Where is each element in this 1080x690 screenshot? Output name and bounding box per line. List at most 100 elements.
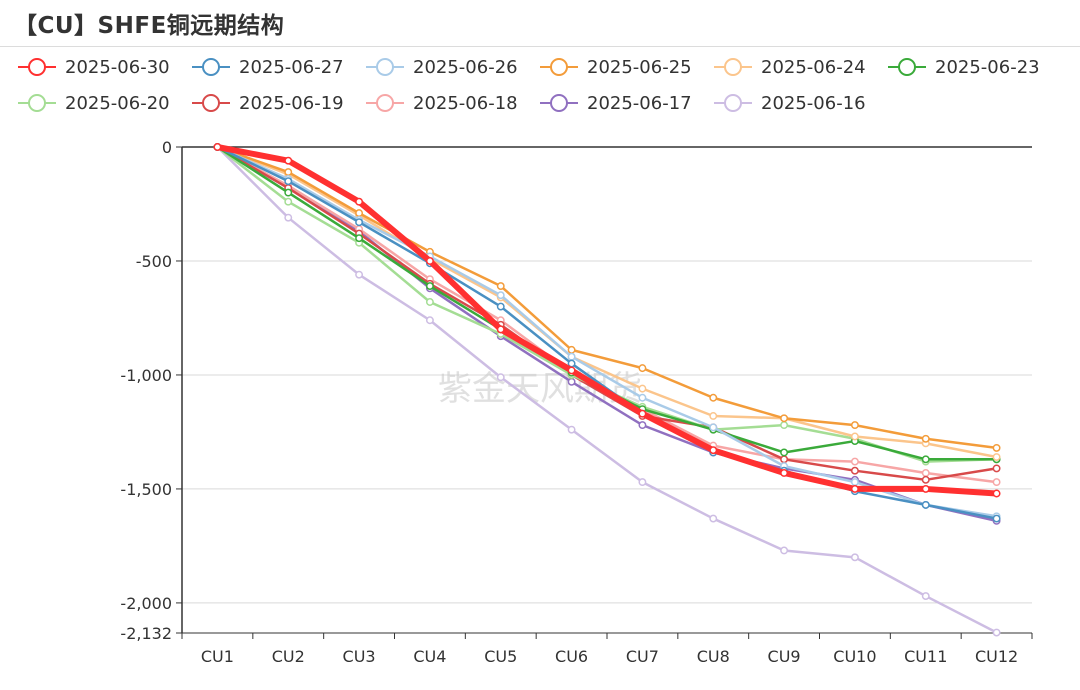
legend-marker <box>28 58 46 76</box>
data-point[interactable] <box>284 156 293 165</box>
x-tick-label: CU10 <box>833 647 876 666</box>
data-point[interactable] <box>213 143 222 151</box>
data-point[interactable] <box>921 500 930 509</box>
legend-item[interactable]: 2025-06-18 <box>366 93 518 114</box>
data-point[interactable] <box>709 514 718 523</box>
data-point[interactable] <box>850 457 859 466</box>
data-point[interactable] <box>425 316 434 325</box>
data-point[interactable] <box>567 352 576 361</box>
legend-item[interactable]: 2025-06-26 <box>366 57 518 78</box>
data-point[interactable] <box>921 484 930 493</box>
series-line <box>216 145 998 518</box>
legend-label: 2025-06-20 <box>65 93 170 114</box>
data-point[interactable] <box>709 446 718 455</box>
data-point[interactable] <box>284 197 293 206</box>
data-point[interactable] <box>992 464 1001 473</box>
data-point[interactable] <box>425 282 434 291</box>
data-point[interactable] <box>567 366 576 375</box>
legend-marker <box>724 94 742 112</box>
data-point[interactable] <box>921 434 930 443</box>
data-point[interactable] <box>780 469 789 477</box>
series-line <box>216 145 998 634</box>
data-point[interactable] <box>567 425 576 434</box>
series-line <box>216 145 998 520</box>
data-point[interactable] <box>709 393 718 402</box>
chart-title: 【CU】SHFE铜远期结构 <box>14 13 285 39</box>
data-point[interactable] <box>496 325 505 334</box>
x-tick-label: CU6 <box>555 647 588 666</box>
legend-item[interactable]: 2025-06-30 <box>18 57 170 78</box>
data-point[interactable] <box>284 177 293 186</box>
legend-item[interactable]: 2025-06-27 <box>192 57 344 78</box>
data-point[interactable] <box>567 377 576 386</box>
data-point[interactable] <box>780 448 789 457</box>
data-point[interactable] <box>780 414 789 423</box>
data-point[interactable] <box>496 282 505 291</box>
data-point[interactable] <box>992 443 1001 452</box>
data-point[interactable] <box>709 412 718 420</box>
legend-item[interactable]: 2025-06-17 <box>540 93 692 114</box>
data-point[interactable] <box>355 218 364 227</box>
data-point[interactable] <box>780 455 789 464</box>
data-point[interactable] <box>921 592 930 601</box>
data-point[interactable] <box>425 257 434 265</box>
data-point[interactable] <box>992 478 1001 487</box>
data-point[interactable] <box>638 478 647 487</box>
data-point[interactable] <box>780 546 789 555</box>
series-2025-06-30 <box>213 143 1001 498</box>
y-tick-label: 0 <box>162 138 172 157</box>
data-point[interactable] <box>850 478 859 487</box>
data-point[interactable] <box>638 364 647 373</box>
grid <box>182 260 1032 604</box>
data-point[interactable] <box>284 213 293 222</box>
data-point[interactable] <box>355 270 364 279</box>
legend-item[interactable]: 2025-06-16 <box>714 93 866 114</box>
data-point[interactable] <box>567 345 576 354</box>
legend-marker <box>202 58 220 76</box>
data-point[interactable] <box>638 393 647 402</box>
data-point[interactable] <box>780 421 789 430</box>
data-point[interactable] <box>921 475 930 484</box>
data-point[interactable] <box>850 484 859 493</box>
data-point[interactable] <box>992 489 1001 498</box>
data-point[interactable] <box>921 469 930 477</box>
data-point[interactable] <box>921 455 930 464</box>
data-point[interactable] <box>850 432 859 441</box>
x-tick-label: CU3 <box>343 647 376 666</box>
legend-item[interactable]: 2025-06-24 <box>714 57 866 78</box>
x-tick-label: CU2 <box>272 647 305 666</box>
data-point[interactable] <box>425 298 434 306</box>
legend-label: 2025-06-23 <box>935 57 1040 78</box>
data-point[interactable] <box>850 553 859 562</box>
data-point[interactable] <box>355 234 364 243</box>
series-2025-06-23 <box>213 143 1001 464</box>
legend-item[interactable]: 2025-06-23 <box>888 57 1040 78</box>
data-point[interactable] <box>992 453 1001 461</box>
x-tick-label: CU9 <box>768 647 801 666</box>
data-point[interactable] <box>992 514 1001 523</box>
x-tick-label: CU1 <box>201 647 234 666</box>
legend-item[interactable]: 2025-06-19 <box>192 93 344 114</box>
series-layer <box>213 143 1001 637</box>
data-point[interactable] <box>496 302 505 311</box>
data-point[interactable] <box>496 291 505 300</box>
legend-marker <box>724 58 742 76</box>
data-point[interactable] <box>284 188 293 197</box>
data-point[interactable] <box>850 421 859 430</box>
legend-label: 2025-06-30 <box>65 57 170 78</box>
data-point[interactable] <box>992 628 1001 637</box>
data-point[interactable] <box>709 423 718 432</box>
data-point[interactable] <box>496 373 505 382</box>
data-point[interactable] <box>284 168 293 177</box>
data-point[interactable] <box>850 466 859 475</box>
data-point[interactable] <box>638 409 647 418</box>
data-point[interactable] <box>355 209 364 218</box>
legend-label: 2025-06-26 <box>413 57 518 78</box>
data-point[interactable] <box>638 421 647 430</box>
data-point[interactable] <box>355 197 364 206</box>
legend-item[interactable]: 2025-06-25 <box>540 57 692 78</box>
legend-item[interactable]: 2025-06-20 <box>18 93 170 114</box>
legend-marker <box>376 94 394 112</box>
data-point[interactable] <box>638 384 647 393</box>
